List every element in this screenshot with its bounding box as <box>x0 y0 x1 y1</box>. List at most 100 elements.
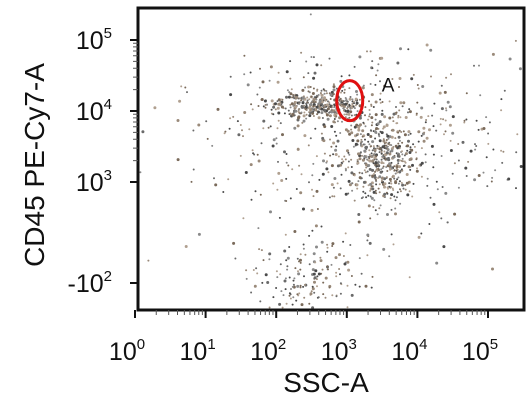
event-point <box>263 99 267 103</box>
event-point <box>242 135 244 138</box>
event-point <box>289 92 293 96</box>
event-point <box>246 83 250 87</box>
event-point <box>420 232 423 235</box>
event-point <box>374 189 377 192</box>
event-point <box>378 175 382 179</box>
event-point <box>420 175 423 178</box>
event-point <box>356 161 360 165</box>
event-point <box>353 100 355 103</box>
event-point <box>500 149 503 152</box>
event-point <box>349 96 352 98</box>
event-point <box>442 245 446 249</box>
event-point <box>316 113 319 116</box>
y-tick-label: 104 <box>76 96 112 126</box>
event-point <box>320 225 323 228</box>
event-point <box>250 198 253 201</box>
event-point <box>358 55 362 59</box>
event-point <box>410 77 414 81</box>
event-point <box>279 101 282 104</box>
event-point <box>397 162 400 165</box>
event-point <box>280 290 283 293</box>
event-point <box>330 183 334 187</box>
event-point <box>278 302 282 306</box>
event-point <box>346 284 349 287</box>
event-point <box>375 165 378 168</box>
event-point <box>369 195 372 198</box>
event-point <box>444 119 447 122</box>
event-point <box>272 138 276 142</box>
event-point <box>336 120 339 123</box>
event-point <box>308 181 310 184</box>
event-point <box>399 116 402 119</box>
event-point <box>461 140 465 144</box>
event-point <box>315 63 319 67</box>
event-point <box>378 135 381 138</box>
event-point <box>362 143 365 146</box>
event-point <box>318 178 321 181</box>
event-point <box>378 120 382 124</box>
event-point <box>361 154 363 157</box>
event-point <box>310 56 313 58</box>
event-point <box>313 71 317 75</box>
event-point <box>399 101 403 105</box>
event-point <box>298 164 301 167</box>
event-point <box>439 123 442 126</box>
event-point <box>279 122 282 125</box>
event-point <box>307 144 310 147</box>
event-point <box>343 88 346 91</box>
event-point <box>337 155 340 158</box>
event-point <box>339 103 342 106</box>
event-point <box>440 84 443 87</box>
event-point <box>250 103 253 106</box>
event-point <box>373 173 375 175</box>
event-point <box>352 145 355 148</box>
event-point <box>385 151 389 155</box>
event-point <box>281 306 284 309</box>
event-point <box>491 52 495 56</box>
event-point <box>176 119 180 122</box>
event-point <box>398 109 401 112</box>
event-point <box>260 98 263 101</box>
event-point <box>398 155 401 158</box>
event-point <box>343 109 345 112</box>
event-point <box>412 73 415 76</box>
event-point <box>474 148 477 151</box>
event-point <box>384 158 387 161</box>
event-point <box>330 263 333 266</box>
event-point <box>302 114 306 118</box>
event-point <box>385 139 388 141</box>
event-point <box>377 187 380 190</box>
event-point <box>363 155 367 159</box>
event-point <box>440 107 444 111</box>
event-point <box>318 99 322 103</box>
event-point <box>229 93 233 97</box>
event-point <box>325 113 329 117</box>
event-point <box>341 158 344 161</box>
event-point <box>407 130 411 134</box>
event-point <box>385 166 388 168</box>
event-point <box>320 89 323 92</box>
event-point <box>451 115 455 119</box>
event-point <box>316 88 319 91</box>
event-point <box>395 122 398 125</box>
event-point <box>401 169 404 172</box>
event-point <box>333 118 336 120</box>
event-point <box>369 129 372 132</box>
event-point <box>390 149 394 153</box>
event-point <box>229 75 232 78</box>
event-point <box>490 180 493 183</box>
event-point <box>375 168 378 171</box>
event-point <box>341 89 344 92</box>
event-point <box>407 48 410 51</box>
event-point <box>367 118 370 121</box>
event-point <box>374 161 378 165</box>
event-point <box>243 73 246 76</box>
event-point <box>371 174 375 178</box>
event-point <box>297 110 300 113</box>
event-point <box>411 163 414 167</box>
event-point <box>289 77 292 80</box>
event-point <box>305 60 308 63</box>
event-point <box>492 148 495 151</box>
event-point <box>501 161 504 164</box>
event-point <box>261 80 265 84</box>
